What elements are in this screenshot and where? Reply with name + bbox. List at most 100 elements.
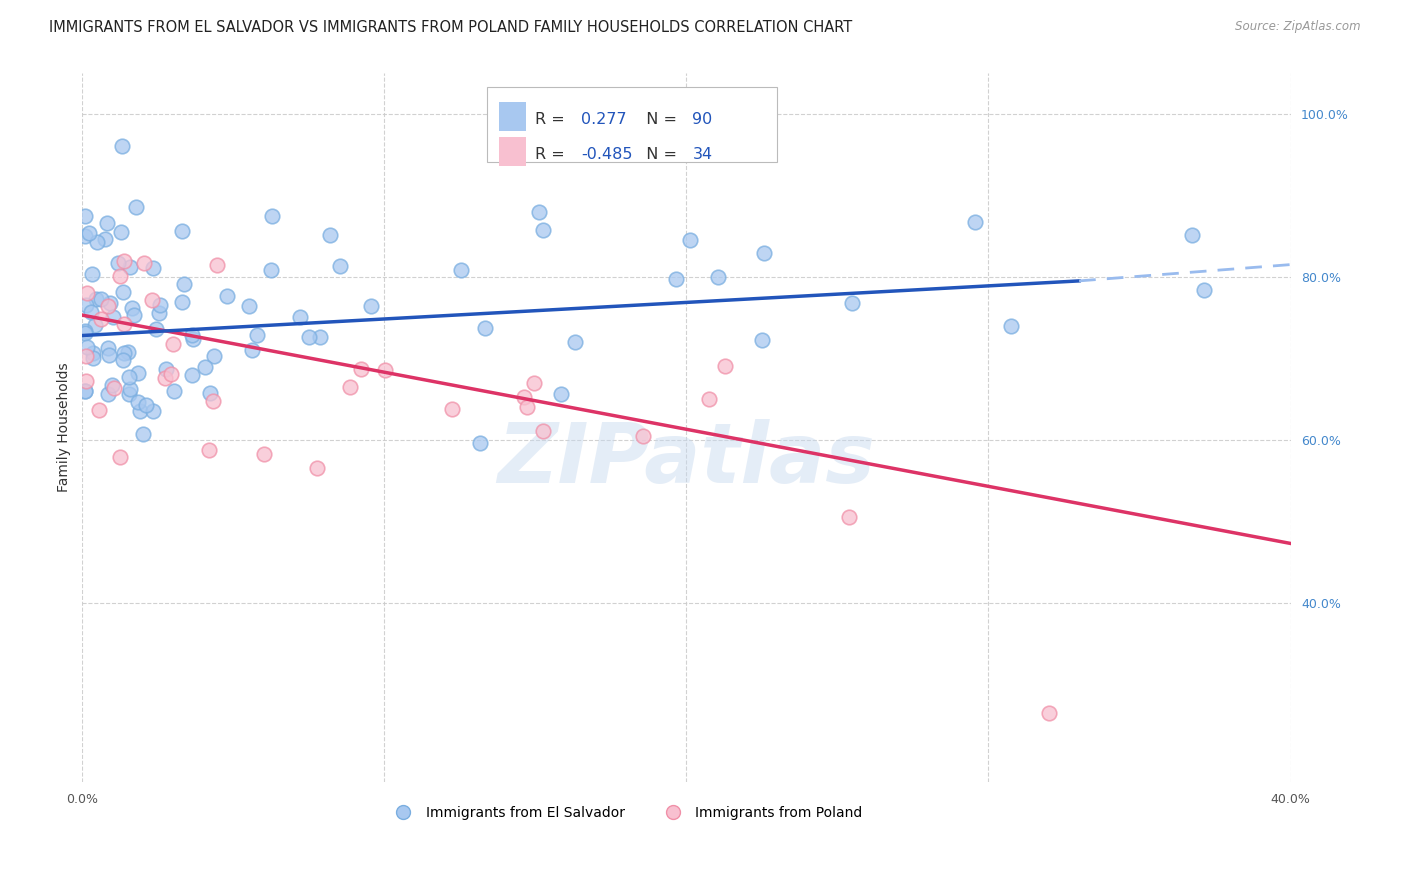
Text: -0.485: -0.485 (581, 146, 633, 161)
Point (127, 394, 149, 409)
Point (441, 401, 464, 416)
Point (198, 442, 221, 457)
Point (98, 295, 121, 310)
Y-axis label: Family Households: Family Households (58, 363, 72, 492)
Point (260, 209, 283, 223)
Point (98, 348, 121, 362)
Point (246, 327, 269, 342)
Point (76, 340, 98, 354)
Point (90, 312, 112, 326)
Point (307, 461, 329, 475)
Point (77, 227, 100, 241)
Point (86, 235, 108, 249)
Point (84, 292, 107, 306)
Point (474, 320, 496, 334)
Point (75, 384, 97, 398)
Point (108, 450, 131, 464)
Point (148, 306, 170, 320)
Point (181, 332, 204, 346)
Point (97, 299, 120, 313)
Point (76, 285, 98, 300)
Point (707, 270, 730, 285)
Point (110, 225, 132, 239)
Point (329, 259, 352, 273)
Text: R =: R = (536, 146, 571, 161)
Point (141, 293, 163, 307)
Point (201, 394, 224, 409)
Point (96, 216, 118, 230)
Point (111, 353, 134, 368)
Point (714, 359, 737, 373)
Point (135, 398, 157, 412)
Point (751, 334, 773, 348)
Text: R =: R = (536, 112, 571, 127)
Point (550, 386, 572, 401)
Point (107, 256, 129, 270)
Point (1192, 283, 1215, 297)
Point (118, 387, 141, 401)
Point (163, 384, 186, 398)
Point (129, 404, 152, 418)
Point (523, 376, 546, 391)
Point (111, 138, 134, 153)
Point (101, 378, 124, 392)
Point (205, 258, 228, 272)
Point (290, 310, 312, 325)
Point (180, 328, 202, 343)
Point (75, 229, 97, 244)
Point (142, 260, 165, 275)
Point (142, 403, 165, 417)
Point (181, 368, 204, 382)
Point (360, 299, 382, 313)
Point (198, 386, 221, 401)
Bar (499, 137, 526, 166)
Point (260, 263, 283, 277)
Point (531, 223, 554, 237)
Point (374, 363, 396, 377)
Point (153, 371, 176, 385)
Point (89, 403, 111, 417)
Point (155, 362, 177, 376)
Point (531, 424, 554, 438)
Point (124, 200, 146, 214)
Point (112, 346, 135, 360)
Point (132, 426, 155, 441)
Point (339, 379, 361, 393)
Point (754, 245, 776, 260)
Point (80, 267, 103, 281)
Point (108, 268, 131, 283)
Point (468, 435, 491, 450)
Point (90, 292, 112, 306)
Point (132, 256, 155, 270)
Point (319, 227, 342, 242)
Point (75, 374, 97, 388)
Point (450, 263, 472, 277)
FancyBboxPatch shape (486, 87, 778, 161)
Point (697, 392, 720, 407)
Point (215, 289, 238, 303)
Point (1180, 227, 1202, 242)
Point (173, 277, 195, 292)
Point (127, 366, 149, 380)
Point (240, 343, 263, 358)
Point (170, 295, 193, 310)
Text: 90: 90 (692, 112, 713, 127)
Point (162, 337, 184, 351)
Point (96, 386, 118, 401)
Point (516, 400, 538, 414)
Point (84, 318, 107, 332)
Point (678, 233, 700, 247)
Point (631, 429, 654, 443)
Point (159, 367, 181, 381)
Point (75, 210, 97, 224)
Point (202, 349, 225, 363)
Point (82, 346, 104, 360)
Bar (499, 103, 526, 130)
Point (112, 285, 135, 299)
Point (112, 317, 135, 331)
Point (94, 232, 117, 246)
Point (194, 360, 217, 375)
Text: N =: N = (636, 112, 682, 127)
Point (121, 301, 143, 316)
Point (513, 390, 536, 404)
